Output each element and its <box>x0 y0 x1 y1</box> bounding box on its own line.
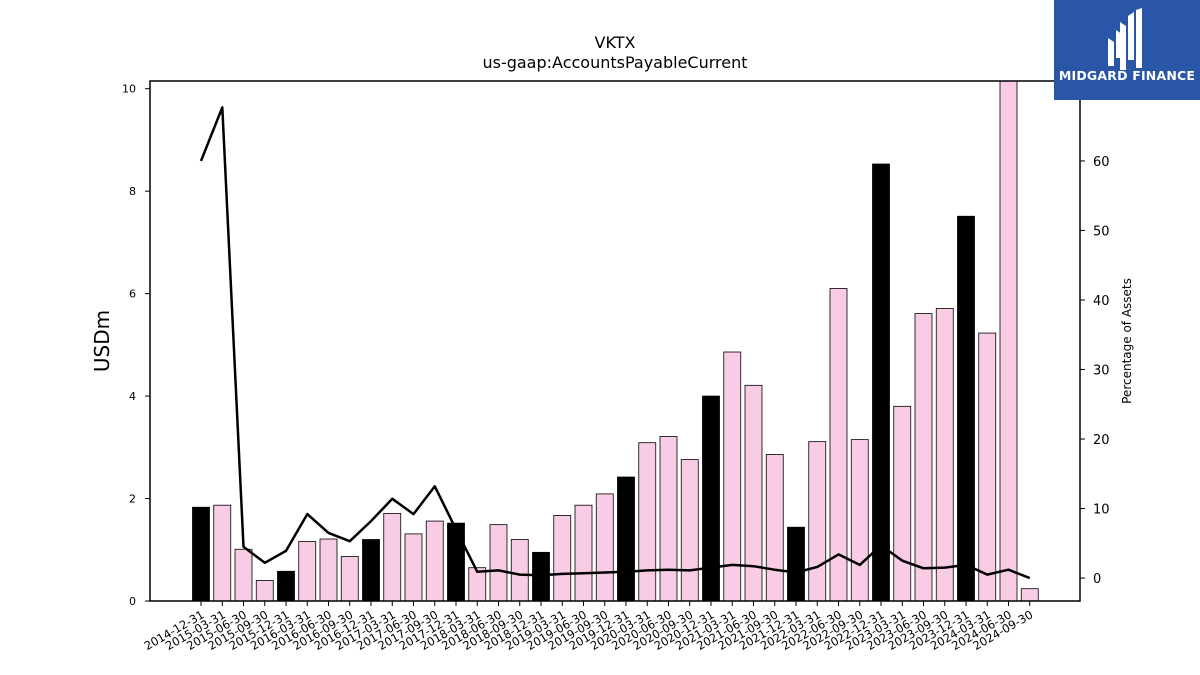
y-tick-label: 4 <box>129 390 136 403</box>
bar-2015-09-30 <box>255 580 274 602</box>
chart-subtitle: us-gaap:AccountsPayableCurrent <box>482 53 747 72</box>
y-tick-label: 6 <box>129 288 136 301</box>
bar-2016-09-30 <box>340 556 359 602</box>
y-axis-label: USDm <box>90 310 114 372</box>
chart-title: VKTX <box>595 33 636 52</box>
plot-frame <box>149 80 1081 602</box>
bars-layer <box>192 80 1039 602</box>
bar-2021-09-30 <box>765 454 784 602</box>
bar-2018-09-30 <box>510 539 529 602</box>
y2-axis-label: Percentage of Assets <box>1120 278 1134 404</box>
y2-tick-label: 10 <box>1093 503 1110 518</box>
y-tick-label: 10 <box>122 83 136 96</box>
bar-2020-09-30 <box>680 459 699 602</box>
percentage-of-assets-line <box>199 106 1031 580</box>
bar-2020-03-31 <box>638 442 657 602</box>
bar-2017-06-30 <box>404 533 423 602</box>
y2-tick-label: 20 <box>1093 433 1110 448</box>
bar-2021-12-31 <box>787 526 805 602</box>
y2-tick-label: 50 <box>1093 224 1110 239</box>
bar-2016-12-31 <box>362 539 380 602</box>
y2-tick-label: 30 <box>1093 364 1110 379</box>
bar-2017-12-31 <box>447 522 465 602</box>
bar-2022-09-30 <box>850 439 869 602</box>
bar-2019-09-30 <box>595 493 614 602</box>
bar-2024-03-31 <box>978 332 997 602</box>
bar-2015-03-31 <box>213 504 232 602</box>
brand-name: MIDGARD FINANCE <box>1058 68 1196 83</box>
bar-2015-06-30 <box>234 548 253 602</box>
bar-2022-12-31 <box>872 163 890 602</box>
bar-2019-06-30 <box>574 504 593 602</box>
y2-tick-label: 60 <box>1093 155 1110 170</box>
bar-2019-03-31 <box>553 515 572 602</box>
y2-tick-label: 40 <box>1093 294 1110 309</box>
bar-2016-06-30 <box>319 538 338 602</box>
bar-2023-12-31 <box>957 215 975 602</box>
y-tick-label: 8 <box>129 185 136 198</box>
bar-2023-06-30 <box>914 313 933 602</box>
y-tick-label: 2 <box>129 493 136 506</box>
bar-2018-06-30 <box>489 524 508 602</box>
line-layer <box>199 106 1031 580</box>
bar-2014-12-31 <box>192 506 210 602</box>
bar-2019-12-31 <box>617 476 635 602</box>
bar-2024-09-30 <box>1020 588 1039 602</box>
midgard-m-logo-icon <box>1108 8 1142 70</box>
bar-2017-03-31 <box>383 512 402 602</box>
bar-2023-09-30 <box>935 308 954 602</box>
y-tick-label: 0 <box>129 595 136 608</box>
bar-2016-03-31 <box>298 541 317 602</box>
bar-2024-06-30 <box>999 80 1018 602</box>
bar-2023-03-31 <box>893 405 912 602</box>
bar-2022-03-31 <box>808 441 827 602</box>
y2-tick-label: 0 <box>1093 572 1101 587</box>
bar-2021-06-30 <box>744 384 763 602</box>
bar-2020-12-31 <box>702 395 720 602</box>
bar-2018-12-31 <box>532 551 550 602</box>
bar-2015-12-31 <box>277 570 295 602</box>
bar-2020-06-30 <box>659 436 678 602</box>
bar-2017-09-30 <box>425 520 444 602</box>
brand-logo: MIDGARD FINANCE <box>1054 0 1200 100</box>
